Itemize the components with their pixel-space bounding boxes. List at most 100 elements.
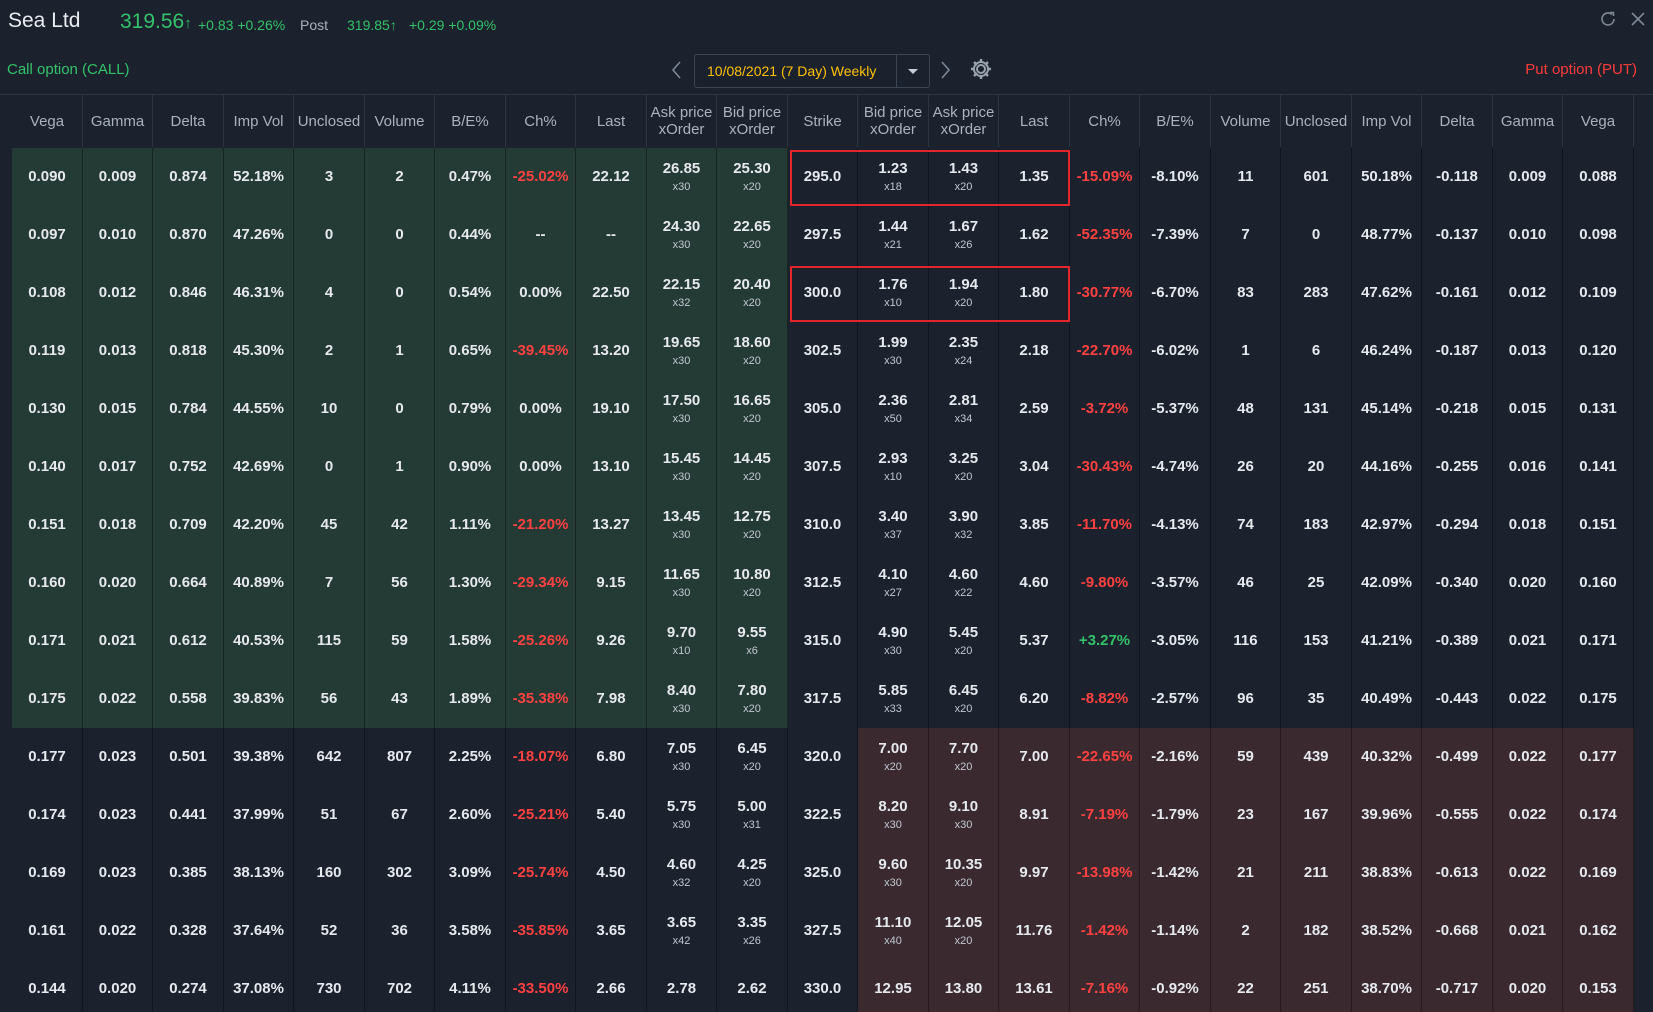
call-delta-cell[interactable]: 0.870 — [153, 206, 224, 264]
header-call-ask-price[interactable]: Ask price xOrder — [647, 95, 717, 147]
put-unclosed-cell[interactable]: 131 — [1281, 380, 1352, 438]
put-change-pct-cell[interactable]: -7.19% — [1070, 786, 1140, 844]
call-imp-vol-cell[interactable]: 37.99% — [224, 786, 294, 844]
call-change-pct-cell[interactable]: 0.00% — [506, 380, 576, 438]
call-change-pct-cell[interactable]: -35.85% — [506, 902, 576, 960]
put-bid-price-cell[interactable]: 12.95 — [858, 960, 929, 1012]
put-breakeven-cell[interactable]: -7.39% — [1140, 206, 1211, 264]
call-unclosed-cell[interactable]: 3 — [294, 148, 365, 206]
put-ask-price-cell[interactable]: 5.45 x20 — [929, 612, 999, 670]
header-put-breakeven[interactable]: B/E% — [1140, 95, 1211, 147]
header-put-volume[interactable]: Volume — [1211, 95, 1281, 147]
header-put-delta[interactable]: Delta — [1422, 95, 1493, 147]
call-last-cell[interactable]: 2.66 — [576, 960, 647, 1012]
put-bid-price-cell[interactable]: 8.20 x30 — [858, 786, 929, 844]
call-bid-price-cell[interactable]: 9.55 x6 — [717, 612, 788, 670]
call-last-cell[interactable]: 13.10 — [576, 438, 647, 496]
call-bid-price-cell[interactable]: 4.25 x20 — [717, 844, 788, 902]
call-last-cell[interactable]: 3.65 — [576, 902, 647, 960]
call-bid-price-cell[interactable]: 6.45 x20 — [717, 728, 788, 786]
call-vega-cell[interactable]: 0.171 — [12, 612, 83, 670]
put-change-pct-cell[interactable]: -52.35% — [1070, 206, 1140, 264]
put-ask-price-cell[interactable]: 2.81 x34 — [929, 380, 999, 438]
put-last-cell[interactable]: 5.37 — [999, 612, 1070, 670]
call-gamma-cell[interactable]: 0.023 — [83, 786, 153, 844]
call-breakeven-cell[interactable]: 0.47% — [435, 148, 506, 206]
put-ask-price-cell[interactable]: 10.35 x20 — [929, 844, 999, 902]
put-volume-cell[interactable]: 22 — [1211, 960, 1281, 1012]
call-unclosed-cell[interactable]: 160 — [294, 844, 365, 902]
call-breakeven-cell[interactable]: 2.60% — [435, 786, 506, 844]
call-volume-cell[interactable]: 702 — [365, 960, 435, 1012]
put-change-pct-cell[interactable]: -1.42% — [1070, 902, 1140, 960]
put-volume-cell[interactable]: 96 — [1211, 670, 1281, 728]
call-delta-cell[interactable]: 0.612 — [153, 612, 224, 670]
call-change-pct-cell[interactable]: 0.00% — [506, 264, 576, 322]
call-bid-price-cell[interactable]: 10.80 x20 — [717, 554, 788, 612]
call-vega-cell[interactable]: 0.108 — [12, 264, 83, 322]
header-call-bid-price[interactable]: Bid price xOrder — [717, 95, 788, 147]
put-imp-vol-cell[interactable]: 38.83% — [1352, 844, 1422, 902]
gear-icon[interactable] — [968, 56, 994, 82]
option-chain-row[interactable]: 0.160 0.020 0.664 40.89% 7 56 1.30% -29.34% 9.15… — [0, 554, 1653, 612]
put-last-cell[interactable]: 13.61 — [999, 960, 1070, 1012]
header-put-last[interactable]: Last — [999, 95, 1070, 147]
put-bid-price-cell[interactable]: 5.85 x33 — [858, 670, 929, 728]
strike-strike-cell[interactable]: 302.5 — [788, 322, 858, 380]
call-unclosed-cell[interactable]: 52 — [294, 902, 365, 960]
put-bid-price-cell[interactable]: 4.10 x27 — [858, 554, 929, 612]
option-chain-row[interactable]: 0.130 0.015 0.784 44.55% 10 0 0.79% 0.00% 19.10 1… — [0, 380, 1653, 438]
call-breakeven-cell[interactable]: 3.58% — [435, 902, 506, 960]
put-last-cell[interactable]: 9.97 — [999, 844, 1070, 902]
put-breakeven-cell[interactable]: -3.05% — [1140, 612, 1211, 670]
call-vega-cell[interactable]: 0.151 — [12, 496, 83, 554]
strike-strike-cell[interactable]: 315.0 — [788, 612, 858, 670]
header-call-last[interactable]: Last — [576, 95, 647, 147]
header-call-vega[interactable]: Vega — [12, 95, 83, 147]
call-breakeven-cell[interactable]: 1.89% — [435, 670, 506, 728]
call-ask-price-cell[interactable]: 8.40 x30 — [647, 670, 717, 728]
put-last-cell[interactable]: 2.18 — [999, 322, 1070, 380]
call-imp-vol-cell[interactable]: 40.53% — [224, 612, 294, 670]
call-unclosed-cell[interactable]: 642 — [294, 728, 365, 786]
call-breakeven-cell[interactable]: 0.90% — [435, 438, 506, 496]
put-imp-vol-cell[interactable]: 45.14% — [1352, 380, 1422, 438]
put-change-pct-cell[interactable]: -8.82% — [1070, 670, 1140, 728]
call-bid-price-cell[interactable]: 3.35 x26 — [717, 902, 788, 960]
call-delta-cell[interactable]: 0.784 — [153, 380, 224, 438]
header-put-ask-price[interactable]: Ask price xOrder — [929, 95, 999, 147]
put-gamma-cell[interactable]: 0.022 — [1493, 670, 1563, 728]
put-gamma-cell[interactable]: 0.013 — [1493, 322, 1563, 380]
put-gamma-cell[interactable]: 0.021 — [1493, 612, 1563, 670]
put-unclosed-cell[interactable]: 153 — [1281, 612, 1352, 670]
option-chain-row[interactable]: 0.090 0.009 0.874 52.18% 3 2 0.47% -25.02% 22.12… — [0, 148, 1653, 206]
put-volume-cell[interactable]: 74 — [1211, 496, 1281, 554]
strike-strike-cell[interactable]: 297.5 — [788, 206, 858, 264]
put-bid-price-cell[interactable]: 3.40 x37 — [858, 496, 929, 554]
call-volume-cell[interactable]: 42 — [365, 496, 435, 554]
call-imp-vol-cell[interactable]: 40.89% — [224, 554, 294, 612]
call-delta-cell[interactable]: 0.818 — [153, 322, 224, 380]
option-chain-row[interactable]: 0.119 0.013 0.818 45.30% 2 1 0.65% -39.45% 13.20… — [0, 322, 1653, 380]
call-unclosed-cell[interactable]: 0 — [294, 206, 365, 264]
put-imp-vol-cell[interactable]: 42.09% — [1352, 554, 1422, 612]
call-breakeven-cell[interactable]: 2.25% — [435, 728, 506, 786]
call-imp-vol-cell[interactable]: 39.38% — [224, 728, 294, 786]
put-vega-cell[interactable]: 0.160 — [1563, 554, 1634, 612]
call-gamma-cell[interactable]: 0.023 — [83, 844, 153, 902]
put-breakeven-cell[interactable]: -1.42% — [1140, 844, 1211, 902]
call-ask-price-cell[interactable]: 9.70 x10 — [647, 612, 717, 670]
strike-strike-cell[interactable]: 305.0 — [788, 380, 858, 438]
call-delta-cell[interactable]: 0.664 — [153, 554, 224, 612]
put-ask-price-cell[interactable]: 2.35 x24 — [929, 322, 999, 380]
put-imp-vol-cell[interactable]: 38.70% — [1352, 960, 1422, 1012]
call-last-cell[interactable]: 9.26 — [576, 612, 647, 670]
put-vega-cell[interactable]: 0.162 — [1563, 902, 1634, 960]
put-gamma-cell[interactable]: 0.020 — [1493, 960, 1563, 1012]
put-last-cell[interactable]: 8.91 — [999, 786, 1070, 844]
call-bid-price-cell[interactable]: 25.30 x20 — [717, 148, 788, 206]
call-last-cell[interactable]: 5.40 — [576, 786, 647, 844]
put-vega-cell[interactable]: 0.151 — [1563, 496, 1634, 554]
call-vega-cell[interactable]: 0.144 — [12, 960, 83, 1012]
call-change-pct-cell[interactable]: -35.38% — [506, 670, 576, 728]
